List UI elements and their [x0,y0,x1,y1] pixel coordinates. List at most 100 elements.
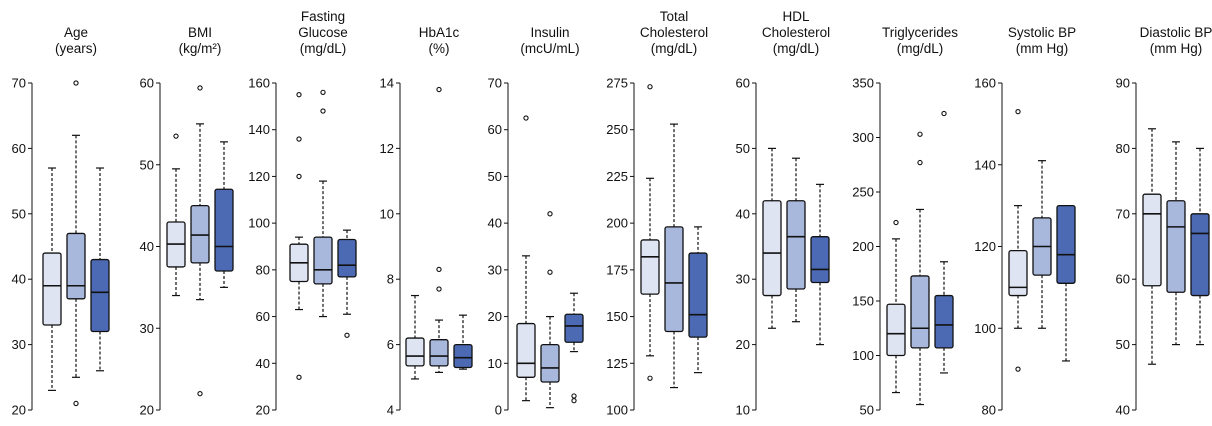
y-tick-label: 80 [256,262,270,277]
panel-title-line: HDL [782,9,809,24]
y-tick-label: 70 [488,76,502,91]
panel-title-line: (mm Hg) [1016,41,1069,56]
box-group-3 [1190,147,1210,346]
y-tick-label: 30 [488,262,502,277]
y-tick-label: 30 [12,337,26,352]
panel-title-line: Cholesterol [762,25,830,40]
panel-title-line: Triglycerides [882,25,958,40]
y-tick-label: 200 [606,216,628,231]
outlier-point [941,110,947,117]
box-iqr [405,337,425,367]
box-group-1 [289,92,309,380]
y-tick-label: 40 [256,356,270,371]
box-group-2 [1032,160,1052,329]
y-tick-label: 300 [852,130,874,145]
outlier-point [893,219,899,226]
y-tick-label: 12 [380,141,394,156]
box-group-3 [688,226,708,374]
box-group-3 [214,141,234,288]
panel-7: Triglycerides(mg/dL) 50 100 150 200 250 300 350 [852,25,958,418]
outlier-point [173,133,179,139]
y-tick-label: 40 [488,216,502,231]
box-iqr [810,236,830,284]
panel-title-line: Insulin [530,25,569,40]
y-tick-label: 80 [982,403,996,418]
box-group-2 [786,157,806,323]
panel-4: Insulin(mcU/mL) 0 10 20 30 40 50 60 70 [488,25,584,418]
y-tick-label: 140 [248,122,270,137]
box-group-2 [190,85,210,397]
outlier-point [1015,366,1021,372]
box-group-2 [313,89,333,318]
box-iqr [640,239,660,295]
box-iqr [762,200,782,297]
box-iqr [190,204,210,264]
outlier-point [523,115,529,121]
panel-title-line: (mg/dL) [773,41,820,56]
y-tick-label: 100 [606,403,628,418]
outlier-point [647,84,653,90]
y-tick-label: 40 [1116,403,1130,418]
panel-title-line: Glucose [298,25,348,40]
panel-title-line: (mg/dL) [651,41,698,56]
box-iqr [214,188,234,272]
outlier-point [917,159,923,166]
outlier-point [917,131,923,137]
box-iqr [934,294,954,349]
y-tick-label: 200 [852,239,874,254]
y-tick-label: 40 [736,206,750,221]
outlier-point [320,108,326,114]
outlier-point [436,266,442,273]
y-tick-label: 150 [606,309,628,324]
outlier-point [197,390,203,397]
outlier-point [344,332,350,338]
y-tick-label: 20 [736,337,750,352]
panel-9: Diastolic BP(mm Hg) 40 50 60 70 80 90 [1116,25,1212,418]
box-group-2 [429,86,449,373]
panel-title-line: (mm Hg) [1150,41,1203,56]
panel-title-line: BMI [188,25,212,40]
box-group-1 [886,219,906,394]
panel-title-line: Total [660,9,689,24]
box-iqr [664,226,684,333]
panel-title-line: HbA1c [419,25,460,40]
panel-title-line: Diastolic BP [1140,25,1212,40]
y-tick-label: 350 [852,76,874,91]
y-tick-label: 90 [1116,76,1130,91]
box-group-1 [640,84,660,381]
panel-3: HbA1c(%) 4 6 8 10 12 14 [380,25,473,418]
outlier-point [73,400,79,407]
panel-title-line: Cholesterol [640,25,708,40]
panel-title-line: (years) [55,41,97,56]
panel-title-line: Systolic BP [1008,25,1076,40]
y-tick-label: 10 [380,206,394,221]
outlier-point [1015,108,1021,115]
y-tick-label: 20 [140,403,154,418]
box-group-3 [1056,204,1076,362]
y-tick-label: 175 [606,262,628,277]
box-group-2 [1166,141,1186,346]
y-tick-label: 50 [12,206,26,221]
box-iqr [90,258,110,333]
box-group-3 [337,229,357,338]
y-tick-label: 60 [1116,272,1130,287]
y-tick-label: 30 [140,321,154,336]
box-iqr [1056,204,1076,284]
box-group-2 [66,80,86,407]
y-tick-label: 10 [736,403,750,418]
y-tick-label: 60 [256,309,270,324]
box-group-3 [564,292,584,404]
box-iqr [337,238,357,278]
y-tick-label: 70 [12,76,26,91]
outlier-point [296,173,302,180]
box-iqr [688,252,708,338]
box-iqr [564,313,584,343]
box-iqr [516,322,536,378]
y-tick-label: 160 [248,76,270,91]
y-tick-label: 80 [1116,141,1130,156]
outlier-point [547,211,553,217]
box-group-1 [166,133,186,297]
